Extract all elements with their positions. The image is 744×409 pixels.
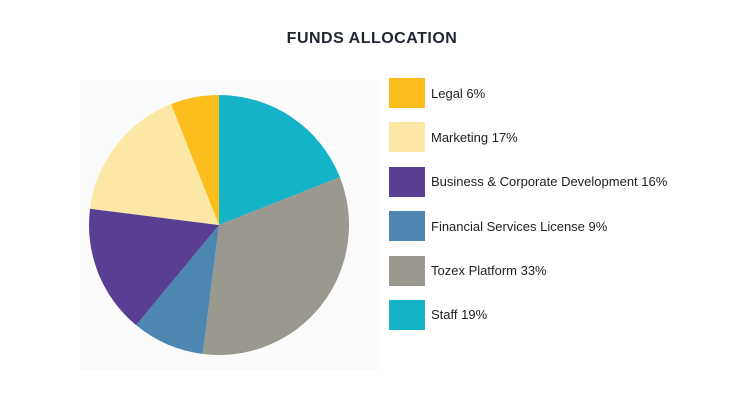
legend-swatch (389, 211, 425, 242)
pie-chart (89, 95, 349, 355)
legend-swatch (389, 299, 425, 330)
pie-slice (90, 104, 219, 225)
pie-slice (89, 208, 219, 326)
pie-slice (219, 95, 340, 225)
legend-swatch (389, 78, 425, 108)
legend-label: Financial Services License 9% (431, 218, 608, 234)
legend-item: Business & Corporate Development 16% (389, 166, 668, 197)
legend: Legal 6% Marketing 17% Business & Corporat… (389, 78, 667, 344)
legend-label: Marketing 17% (431, 129, 518, 145)
pie-slice (136, 225, 219, 354)
pie-chart-area (80, 80, 380, 370)
legend-swatch (389, 255, 425, 286)
legend-label: Staff 19% (431, 307, 488, 323)
pie-slice (171, 95, 219, 225)
legend-item: Financial Services License 9% (389, 211, 667, 242)
pie-slice (202, 177, 349, 355)
legend-item: Staff 19% (389, 299, 667, 330)
legend-item: Tozex Platform 33% (389, 255, 667, 286)
legend-item: Legal 6% (389, 78, 667, 108)
legend-swatch (389, 166, 425, 197)
legend-label: Business & Corporate Development 16% (431, 174, 668, 190)
chart-title: FUNDS ALLOCATION (286, 30, 458, 47)
legend-item: Marketing 17% (389, 122, 667, 153)
legend-swatch (389, 122, 425, 153)
legend-label: Legal 6% (431, 85, 486, 101)
legend-label: Tozex Platform 33% (431, 263, 547, 279)
